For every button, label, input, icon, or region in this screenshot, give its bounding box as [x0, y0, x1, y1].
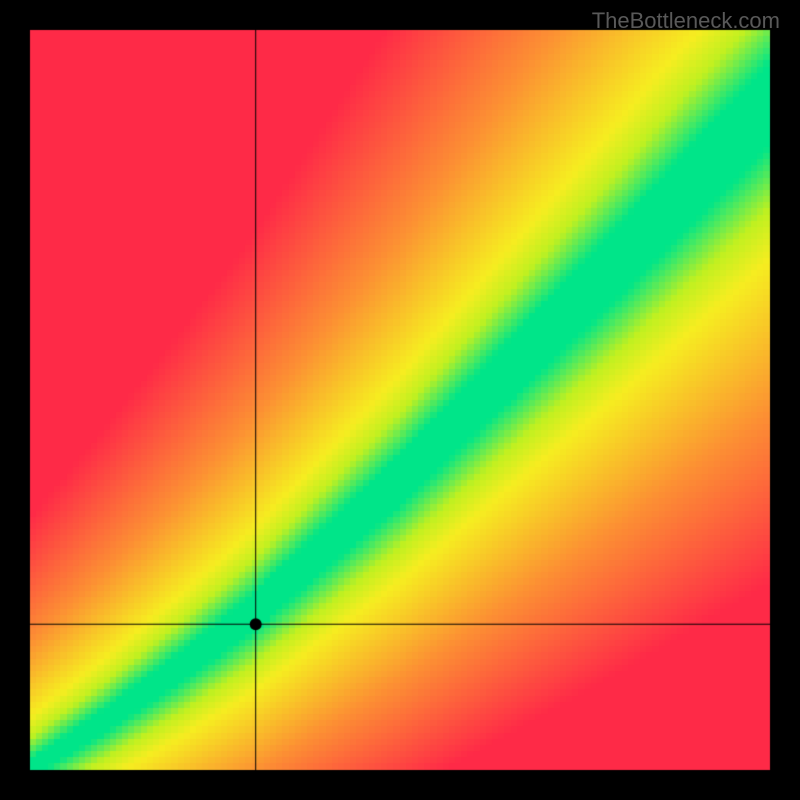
chart-container: TheBottleneck.com — [0, 0, 800, 800]
heatmap-canvas — [0, 0, 800, 800]
watermark-text: TheBottleneck.com — [592, 8, 780, 34]
